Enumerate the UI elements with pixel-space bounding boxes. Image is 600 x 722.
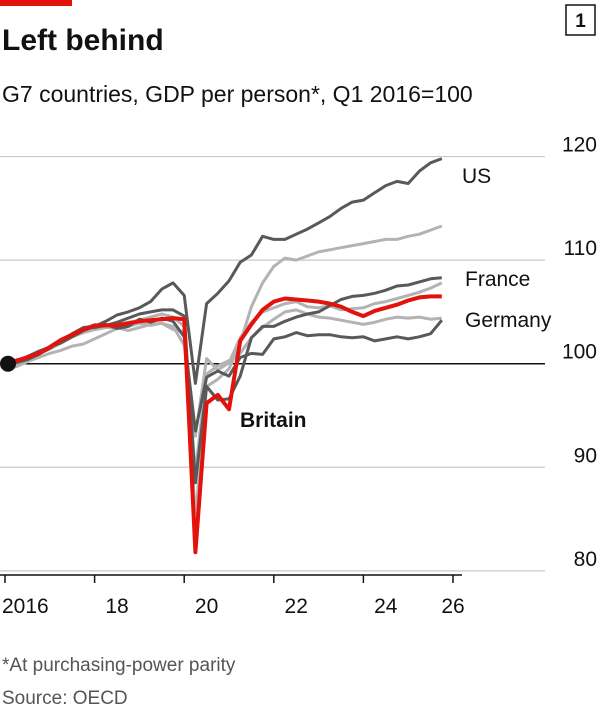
x-tick-label: 22 [285, 595, 308, 618]
chart-title: Left behind [2, 24, 164, 57]
series-line [4, 294, 442, 555]
x-tick-label: 18 [105, 595, 128, 618]
series-label: Britain [240, 409, 307, 432]
chart-number: 1 [575, 11, 586, 32]
x-tick-label: 26 [441, 595, 464, 618]
y-tick-label: 100 [562, 341, 597, 364]
brand-bar [0, 0, 72, 6]
series-label: France [465, 268, 530, 291]
x-tick-label: 20 [195, 595, 218, 618]
y-tick-label: 110 [564, 237, 597, 260]
start-dot [0, 355, 16, 372]
source: Source: OECD [2, 688, 128, 709]
series-line [4, 308, 442, 474]
y-tick-label: 120 [562, 134, 597, 157]
series-label: Germany [465, 309, 552, 332]
y-tick-label: 80 [574, 548, 597, 571]
series-label: US [462, 165, 491, 188]
chart-number-box [565, 4, 596, 36]
footnote: *At purchasing-power parity [2, 655, 236, 676]
series-line [4, 281, 443, 438]
x-tick-label: 24 [374, 595, 398, 618]
x-tick-label: 2016 [2, 595, 49, 618]
chart-subtitle: G7 countries, GDP per person*, Q1 2016=1… [2, 81, 473, 107]
y-tick-label: 90 [574, 444, 597, 467]
series-line [4, 157, 443, 385]
